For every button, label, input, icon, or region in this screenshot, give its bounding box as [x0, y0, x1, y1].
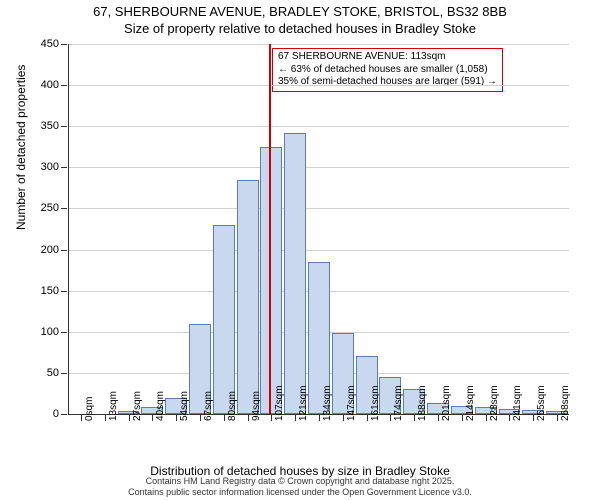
annotation-line-3: 35% of semi-detached houses are larger (… [278, 76, 497, 89]
x-tick [248, 415, 249, 421]
footer-line-1: Contains HM Land Registry data © Crown c… [0, 476, 600, 487]
chart-container: 67, SHERBOURNE AVENUE, BRADLEY STOKE, BR… [0, 0, 600, 500]
bar [237, 180, 259, 414]
annotation-line-1: 67 SHERBOURNE AVENUE: 113sqm [278, 51, 497, 64]
gridline [69, 44, 569, 45]
x-tick [414, 415, 415, 421]
x-tick-label: 255sqm [536, 385, 547, 421]
y-tick-label: 150 [41, 285, 59, 297]
y-tick [61, 291, 67, 292]
x-tick [486, 415, 487, 421]
y-tick-label: 250 [41, 202, 59, 214]
title-block: 67, SHERBOURNE AVENUE, BRADLEY STOKE, BR… [0, 0, 600, 38]
y-tick [61, 208, 67, 209]
y-tick-label: 0 [53, 408, 59, 420]
y-axis-label: Number of detached properties [14, 65, 28, 230]
footer-line-2: Contains public sector information licen… [0, 487, 600, 498]
x-tick [390, 415, 391, 421]
bar [260, 147, 282, 414]
x-tick-label: 228sqm [489, 385, 500, 421]
annotation-line-2: ← 63% of detached houses are smaller (1,… [278, 64, 497, 77]
x-tick [224, 415, 225, 421]
x-tick [509, 415, 510, 421]
y-tick-label: 100 [41, 326, 59, 338]
x-tick-label: 27sqm [132, 391, 143, 421]
y-tick-label: 350 [41, 120, 59, 132]
gridline [69, 126, 569, 127]
y-tick-label: 300 [41, 161, 59, 173]
x-tick-label: 268sqm [560, 385, 571, 421]
x-tick [271, 415, 272, 421]
gridline [69, 208, 569, 209]
x-tick [462, 415, 463, 421]
bar [213, 225, 235, 414]
title-line-2: Size of property relative to detached ho… [0, 21, 600, 38]
x-tick-label: 13sqm [108, 391, 119, 421]
y-tick [61, 414, 67, 415]
x-tick [200, 415, 201, 421]
x-tick-label: 214sqm [465, 385, 476, 421]
chart-plot-area: 67 SHERBOURNE AVENUE: 113sqm ← 63% of de… [68, 44, 569, 415]
x-tick [343, 415, 344, 421]
y-tick-label: 400 [41, 79, 59, 91]
x-tick [319, 415, 320, 421]
x-tick [557, 415, 558, 421]
x-tick [533, 415, 534, 421]
y-tick-label: 450 [41, 38, 59, 50]
x-tick [81, 415, 82, 421]
gridline [69, 85, 569, 86]
x-tick [129, 415, 130, 421]
x-tick-label: 241sqm [512, 385, 523, 421]
x-tick-label: 201sqm [441, 385, 452, 421]
gridline [69, 167, 569, 168]
y-tick [61, 167, 67, 168]
y-tick [61, 126, 67, 127]
y-tick [61, 250, 67, 251]
x-tick [176, 415, 177, 421]
y-tick-label: 200 [41, 244, 59, 256]
bar [284, 133, 306, 414]
y-tick-label: 50 [47, 367, 59, 379]
gridline [69, 250, 569, 251]
y-tick [61, 44, 67, 45]
x-tick [152, 415, 153, 421]
x-tick [295, 415, 296, 421]
x-tick [438, 415, 439, 421]
x-tick [367, 415, 368, 421]
y-tick [61, 332, 67, 333]
y-tick [61, 85, 67, 86]
title-line-1: 67, SHERBOURNE AVENUE, BRADLEY STOKE, BR… [0, 4, 600, 21]
x-tick [105, 415, 106, 421]
y-tick [61, 373, 67, 374]
marker-line [269, 44, 271, 414]
footer: Contains HM Land Registry data © Crown c… [0, 476, 600, 498]
x-tick-label: 0sqm [84, 397, 95, 421]
